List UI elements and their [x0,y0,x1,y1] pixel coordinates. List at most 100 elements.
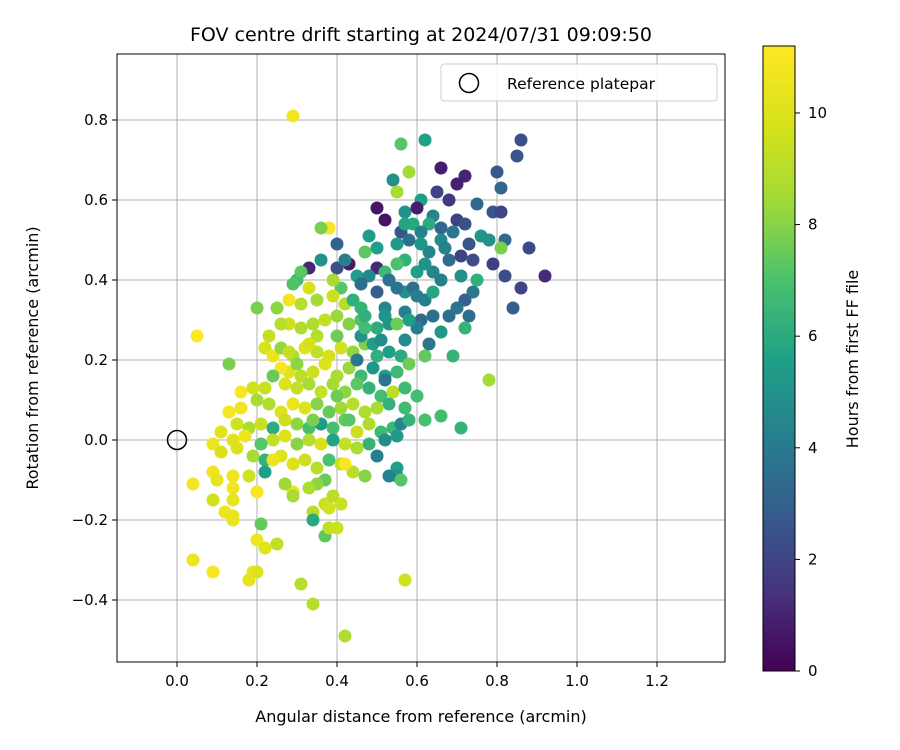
data-point [330,389,344,403]
data-point [334,401,348,415]
data-point [230,441,244,455]
data-point [362,269,376,283]
data-point [330,237,344,251]
data-point [222,405,236,419]
y-tick-label: 0.6 [84,191,108,209]
data-point [242,469,256,483]
data-point [326,377,340,391]
data-point [442,309,456,323]
data-point [410,389,424,403]
data-point [214,425,228,439]
data-point [398,217,412,231]
data-point [346,465,360,479]
data-point [402,313,416,327]
data-point [210,473,224,487]
data-point [402,233,416,247]
y-tick-label: 0.8 [84,111,108,129]
data-point [482,233,496,247]
data-point [286,109,300,123]
data-point [338,457,352,471]
data-point [434,409,448,423]
data-point [450,301,464,315]
data-point [306,413,320,427]
data-point [390,429,404,443]
colorbar-ticks: 0 2 4 6 8 10 [795,104,827,680]
data-point [422,337,436,351]
data-point [258,541,272,555]
data-point [430,185,444,199]
data-point [494,181,508,195]
data-point [278,377,292,391]
data-point [310,397,324,411]
data-point [394,349,408,363]
data-point [330,521,344,535]
y-tick-label: −0.2 [72,511,108,529]
data-point [350,377,364,391]
y-tick-label: 0.2 [84,351,108,369]
legend: Reference platepar [440,63,718,102]
data-point [390,365,404,379]
colorbar-tick-label: 8 [808,216,818,234]
data-point [418,413,432,427]
data-point [250,393,264,407]
data-point [222,357,236,371]
data-point [538,269,552,283]
data-point [398,401,412,415]
data-point [226,513,240,527]
data-point [446,349,460,363]
data-point [490,165,504,179]
data-point [306,597,320,611]
data-point [358,321,372,335]
data-point [254,437,268,451]
data-point [434,161,448,175]
data-point [358,469,372,483]
data-point [370,285,384,299]
data-point [306,513,320,527]
data-point [454,249,468,263]
data-point [230,417,244,431]
colorbar-tick-label: 6 [808,327,818,345]
data-point [302,377,316,391]
data-point [326,421,340,435]
data-point [294,577,308,591]
data-point [186,553,200,567]
data-point [422,217,436,231]
data-point [378,213,392,227]
data-point [234,401,248,415]
data-point [414,225,428,239]
data-point [378,309,392,323]
data-point [258,465,272,479]
data-point [290,437,304,451]
data-point [302,281,316,295]
data-point [358,309,372,323]
data-point [290,417,304,431]
data-point [342,317,356,331]
data-point [382,273,396,287]
data-point [390,257,404,271]
data-point [390,281,404,295]
data-point [246,381,260,395]
data-point [462,309,476,323]
data-point [458,321,472,335]
data-point [494,241,508,255]
colorbar: 0 2 4 6 8 10 Hours from first FF file [762,45,862,680]
data-point [342,413,356,427]
colorbar-tick-label: 10 [808,104,827,122]
data-point [326,289,340,303]
data-point [266,453,280,467]
data-point [346,293,360,307]
data-point [330,329,344,343]
data-point [494,205,508,219]
data-point [462,237,476,251]
data-point [370,349,384,363]
data-point [382,469,396,483]
data-point [466,285,480,299]
data-point [254,517,268,531]
legend-reference-marker [458,72,480,94]
data-point [522,241,536,255]
data-point [258,341,272,355]
data-point [226,481,240,495]
data-point [514,281,528,295]
data-point [322,453,336,467]
data-point [326,273,340,287]
